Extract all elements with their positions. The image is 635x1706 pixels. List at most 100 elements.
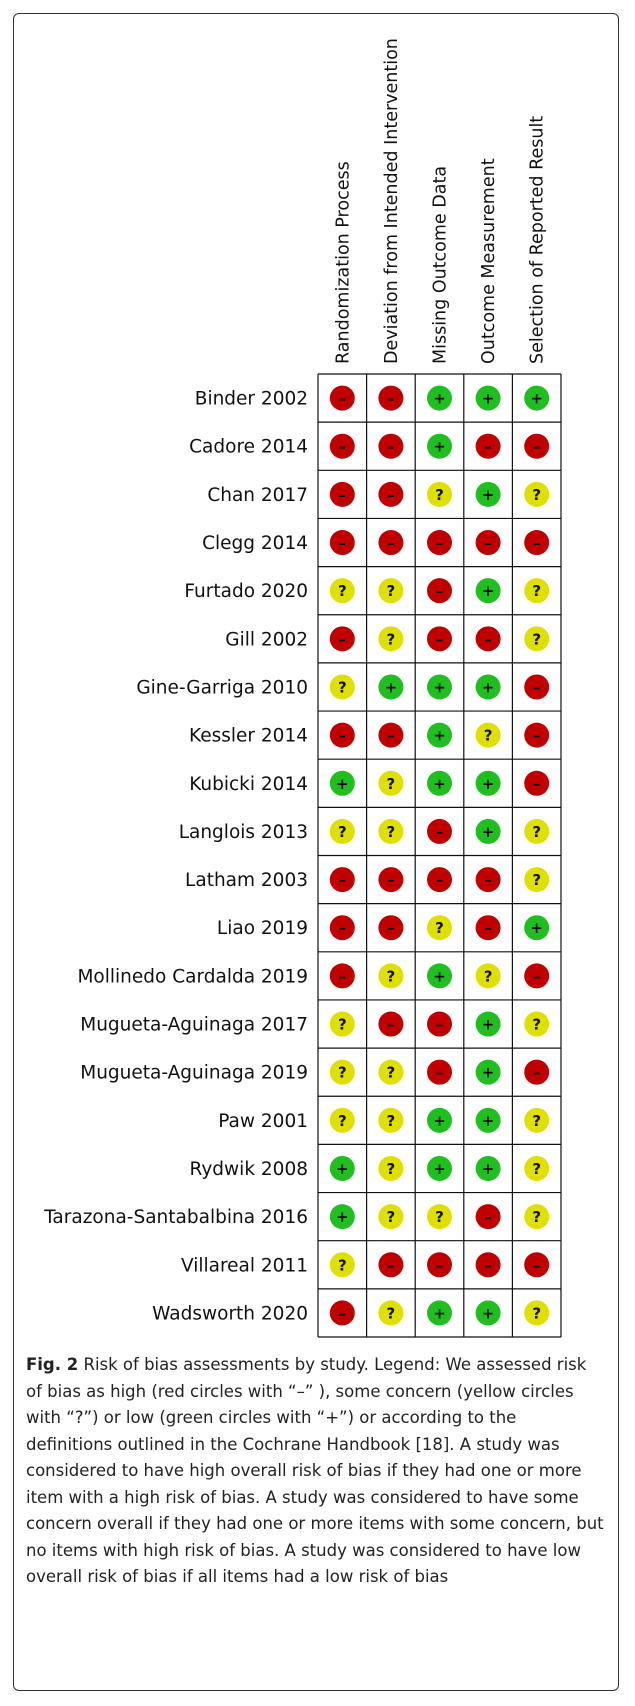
risk-circle [427,770,452,796]
risk-circle [378,1107,404,1133]
risk-circle [524,1252,550,1278]
risk-circle [329,722,355,748]
risk-circle [475,1300,501,1326]
risk-symbol: – [339,486,347,504]
study-label: Cadore 2014 [189,437,308,458]
risk-symbol: ? [484,967,493,985]
risk-circle [427,1107,452,1133]
risk-circle [329,818,355,844]
risk-symbol: ? [387,1208,396,1226]
risk-circle [427,530,452,556]
risk-circle [524,1204,550,1230]
risk-circle [475,770,501,796]
figure-frame [13,13,619,1691]
column-header: Deviation from Intended Intervention [382,38,402,364]
risk-symbol: ? [435,486,444,504]
risk-circle [378,818,404,844]
study-label: Mollinedo Cardalda 2019 [77,966,308,987]
study-label: Villareal 2011 [181,1255,308,1276]
risk-circle [427,722,452,748]
study-label: Paw 2001 [218,1111,308,1132]
risk-circle [524,1300,550,1326]
risk-symbol: – [484,1208,492,1226]
study-label: Tarazona-Santabalbina 2016 [43,1207,308,1228]
study-label: Rydwik 2008 [190,1159,308,1180]
risk-symbol: – [387,438,395,456]
risk-symbol: ? [387,823,396,841]
risk-circle [524,578,550,604]
risk-circle [524,1107,550,1133]
risk-symbol: ? [338,823,347,841]
risk-circle [427,818,452,844]
risk-circle [378,385,404,411]
risk-symbol: + [482,1016,495,1034]
risk-circle [475,481,501,507]
risk-symbol: – [484,1256,492,1274]
risk-symbol: + [482,1304,495,1322]
risk-circle [475,433,501,459]
risk-symbol: – [387,486,395,504]
risk-circle [329,867,355,893]
risk-circle [378,963,404,989]
risk-circle [475,963,501,989]
risk-symbol: ? [532,871,541,889]
risk-symbol: – [387,727,395,745]
risk-circle [524,915,550,941]
risk-circle [524,626,550,652]
risk-circle [329,1059,355,1085]
column-header: Randomization Process [333,161,353,364]
risk-symbol: – [484,534,492,552]
risk-circle [475,530,501,556]
risk-circle [475,1059,501,1085]
risk-symbol: ? [532,1112,541,1130]
risk-circle [524,867,550,893]
risk-symbol: + [482,1160,495,1178]
risk-symbol: ? [532,486,541,504]
column-header: Missing Outcome Data [431,166,451,364]
risk-symbol: ? [532,1160,541,1178]
risk-circle [378,770,404,796]
risk-circle [475,915,501,941]
risk-circle [329,1107,355,1133]
risk-symbol: – [533,678,541,696]
risk-circle [329,1300,355,1326]
caption-label: Fig. 2 [26,1355,79,1374]
risk-circle [427,481,452,507]
study-label: Binder 2002 [195,389,308,410]
risk-circle [524,770,550,796]
risk-symbol: – [436,582,444,600]
risk-symbol: ? [435,1208,444,1226]
risk-symbol: ? [387,1160,396,1178]
risk-circle [524,481,550,507]
risk-circle [378,578,404,604]
risk-circle [427,1300,452,1326]
risk-circle [329,915,355,941]
risk-symbol: – [339,390,347,408]
risk-symbol: – [387,390,395,408]
risk-circle [378,530,404,556]
risk-symbol: ? [338,1256,347,1274]
risk-symbol: ? [532,1208,541,1226]
risk-symbol: + [482,1064,495,1082]
risk-symbol: ? [532,1016,541,1034]
risk-circle [475,1011,501,1037]
risk-symbol: – [387,1256,395,1274]
risk-symbol: + [433,1160,446,1178]
risk-circle [475,674,501,700]
risk-symbol: + [433,678,446,696]
risk-symbol: – [339,871,347,889]
risk-circle [427,963,452,989]
risk-symbol: – [436,871,444,889]
risk-circle [475,626,501,652]
risk-symbol: + [482,1112,495,1130]
risk-symbol: + [433,390,446,408]
risk-symbol: – [436,1256,444,1274]
risk-symbol: – [387,871,395,889]
risk-symbol: ? [338,1112,347,1130]
risk-circle [329,963,355,989]
risk-symbol: ? [387,630,396,648]
risk-circle [427,1059,452,1085]
risk-symbol: – [533,438,541,456]
risk-symbol: – [436,1016,444,1034]
